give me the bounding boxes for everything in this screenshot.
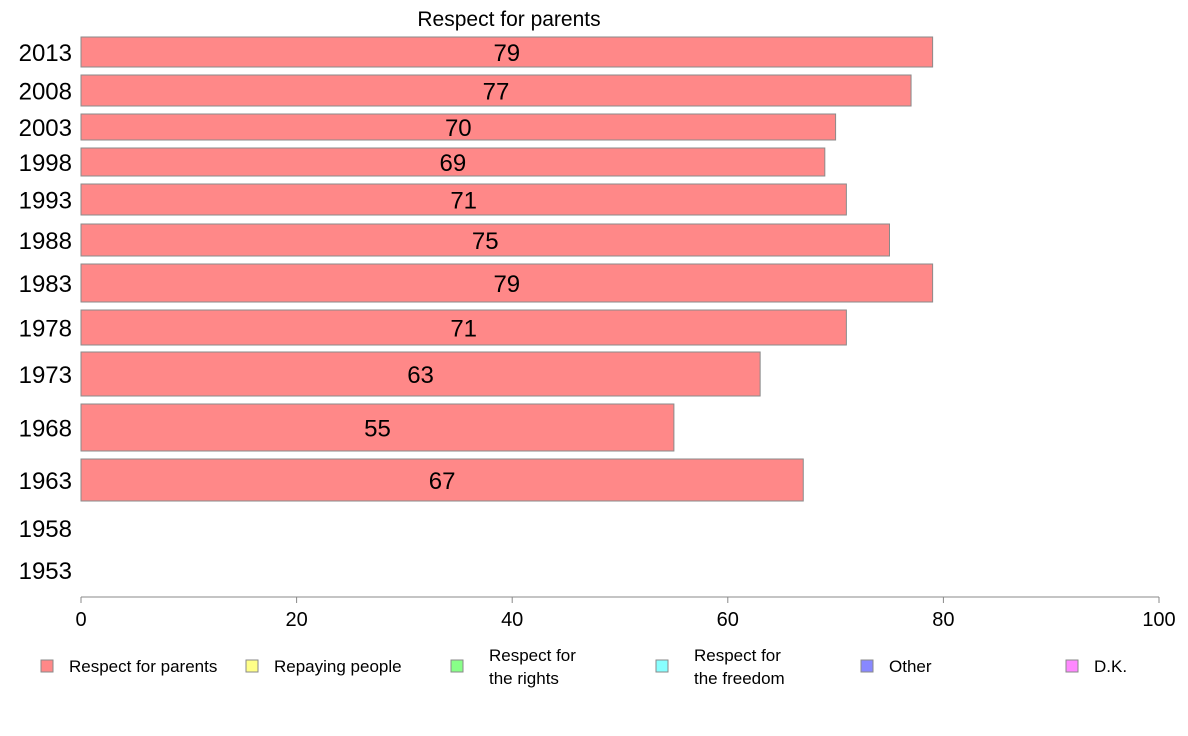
category-label: 1973 (19, 362, 72, 389)
data-label: 71 (450, 316, 477, 343)
x-tick-label: 100 (1142, 609, 1175, 631)
data-label: 77 (483, 79, 510, 106)
bar (80, 147, 826, 177)
bar (80, 74, 912, 107)
category-label: 2008 (19, 79, 72, 106)
legend-swatch (1065, 659, 1079, 673)
legend-swatch (860, 659, 874, 673)
category-label: 1968 (19, 416, 72, 443)
category-label: 1988 (19, 228, 72, 255)
data-label: 79 (493, 40, 520, 67)
category-label: 2013 (19, 40, 72, 67)
legend-swatch (40, 659, 54, 673)
bar (80, 113, 837, 141)
legend-swatch (450, 659, 464, 673)
bar (80, 458, 804, 502)
data-label: 75 (472, 228, 499, 255)
category-labels: 2013 2008 2003 1998 1993 1988 1983 1978 1973 1968… (19, 40, 72, 585)
legend-label: Respect for the freedom (694, 646, 785, 688)
bar (80, 223, 890, 257)
category-label: 1998 (19, 150, 72, 177)
x-tick-label: 80 (932, 609, 954, 631)
data-label: 71 (450, 188, 477, 215)
chart-title: Respect for parents (417, 8, 600, 31)
legend-swatch (655, 659, 669, 673)
x-tick-label: 20 (285, 609, 307, 631)
bar (80, 36, 934, 68)
x-tick-label: 60 (717, 609, 739, 631)
data-label: 70 (445, 115, 472, 142)
x-axis: 0 20 40 60 80 100 (75, 596, 1176, 631)
legend-label: Respect for parents (69, 657, 217, 676)
bar (80, 263, 934, 303)
data-label: 63 (407, 362, 434, 389)
data-label: 69 (440, 150, 467, 177)
category-label: 1978 (19, 316, 72, 343)
data-label: 79 (493, 271, 520, 298)
bar (80, 183, 847, 216)
category-label: 2003 (19, 115, 72, 142)
x-tick-label: 0 (75, 609, 86, 631)
bar (80, 403, 675, 452)
legend-swatch (245, 659, 259, 673)
bar (80, 309, 847, 346)
legend-label: Other (889, 657, 932, 676)
legend-label: Respect for the rights (489, 646, 576, 688)
data-label: 55 (364, 416, 391, 443)
bars: 79 77 70 69 71 75 79 71 63 55 67 (80, 36, 934, 502)
bar (80, 351, 761, 397)
category-label: 1958 (19, 516, 72, 543)
category-label: 1983 (19, 271, 72, 298)
legend-label: D.K. (1094, 657, 1127, 676)
category-label: 1963 (19, 468, 72, 495)
category-label: 1993 (19, 188, 72, 215)
legend: Respect for parents Repaying people Respec… (40, 646, 1127, 688)
x-tick-label: 40 (501, 609, 523, 631)
data-label: 67 (429, 468, 456, 495)
category-label: 1953 (19, 558, 72, 585)
legend-label: Repaying people (274, 657, 402, 676)
